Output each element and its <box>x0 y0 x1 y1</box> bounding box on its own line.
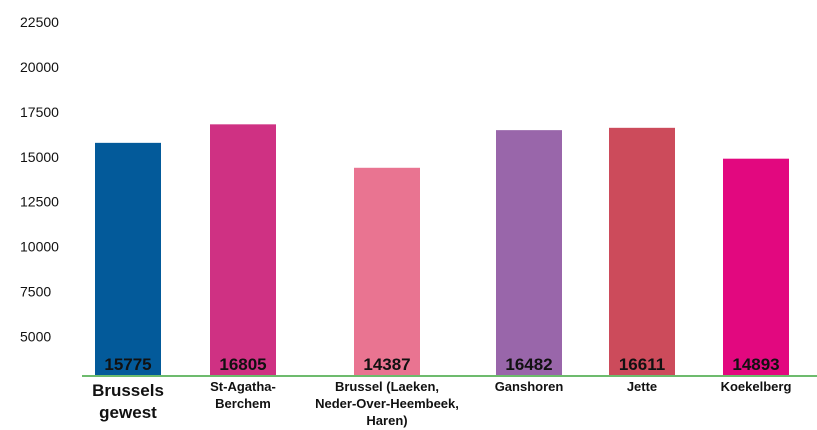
value-label: 14387 <box>363 355 410 374</box>
value-label: 15775 <box>104 355 151 374</box>
y-tick-label: 22500 <box>20 14 59 30</box>
bar <box>354 167 420 376</box>
x-tick-line: Brussel (Laeken, <box>335 379 439 394</box>
y-tick-label: 17500 <box>20 104 59 120</box>
y-tick-label: 20000 <box>20 59 59 75</box>
y-tick-label: 10000 <box>20 239 59 255</box>
x-tick-label: Jette <box>627 379 657 394</box>
value-label: 16482 <box>505 355 552 374</box>
x-tick-label: St-Agatha- Berchem <box>210 379 276 411</box>
bar <box>609 127 675 377</box>
value-label: 14893 <box>732 355 779 374</box>
x-tick-label: Brussels gewest <box>92 381 164 422</box>
y-tick-label: 5000 <box>20 328 51 344</box>
x-tick-label: Brussel (Laeken, Neder-Over-Heembeek, Hare… <box>315 379 459 428</box>
x-tick-label: Koekelberg <box>721 379 792 394</box>
x-tick-line: Haren) <box>366 413 407 428</box>
value-label: 16611 <box>619 355 665 374</box>
x-tick-line: Koekelberg <box>721 379 792 394</box>
value-label: 16805 <box>219 355 266 374</box>
x-tick-label: Ganshoren <box>495 379 564 394</box>
x-tick-line: gewest <box>99 403 157 422</box>
x-tick-line: St-Agatha- <box>210 379 276 394</box>
x-tick-line: Neder-Over-Heembeek, <box>315 396 459 411</box>
x-tick-line: Berchem <box>215 396 271 411</box>
bar <box>210 124 276 376</box>
x-tick-line: Jette <box>627 379 657 394</box>
bar <box>95 142 161 376</box>
y-tick-label: 7500 <box>20 284 51 300</box>
y-tick-label: 12500 <box>20 194 59 210</box>
bar <box>723 158 789 376</box>
bar <box>496 130 562 376</box>
x-tick-line: Brussels <box>92 381 164 400</box>
y-tick-label: 15000 <box>20 149 59 165</box>
x-tick-line: Ganshoren <box>495 379 564 394</box>
